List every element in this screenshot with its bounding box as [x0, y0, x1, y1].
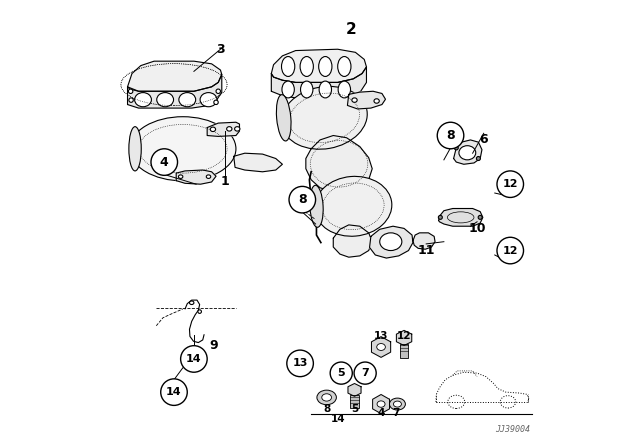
Text: 14: 14 [166, 387, 182, 397]
Ellipse shape [310, 185, 323, 227]
Text: 10: 10 [468, 222, 486, 235]
Text: 8: 8 [446, 129, 455, 142]
Text: 9: 9 [209, 339, 218, 352]
Text: 7: 7 [392, 409, 400, 418]
Ellipse shape [380, 233, 402, 250]
Polygon shape [271, 49, 367, 82]
Ellipse shape [300, 56, 314, 77]
Polygon shape [306, 135, 372, 192]
Circle shape [354, 362, 376, 384]
FancyBboxPatch shape [350, 395, 359, 408]
Ellipse shape [319, 56, 332, 77]
Polygon shape [348, 383, 361, 396]
Ellipse shape [454, 146, 458, 150]
Ellipse shape [377, 401, 385, 407]
Text: 3: 3 [216, 43, 225, 56]
Ellipse shape [235, 127, 240, 131]
Ellipse shape [206, 175, 211, 178]
Ellipse shape [314, 177, 392, 236]
Ellipse shape [338, 81, 351, 98]
Polygon shape [127, 61, 222, 91]
Text: 8: 8 [298, 193, 307, 206]
Ellipse shape [478, 215, 482, 220]
Polygon shape [369, 226, 413, 258]
Circle shape [161, 379, 188, 405]
Circle shape [151, 149, 177, 175]
Circle shape [287, 350, 314, 377]
Text: 12: 12 [502, 179, 518, 189]
Ellipse shape [282, 81, 294, 98]
Ellipse shape [301, 81, 313, 98]
Ellipse shape [476, 156, 481, 160]
Ellipse shape [179, 175, 183, 178]
Polygon shape [438, 208, 483, 226]
Ellipse shape [438, 215, 442, 220]
Ellipse shape [338, 56, 351, 77]
Circle shape [180, 346, 207, 372]
Text: 14: 14 [330, 414, 345, 424]
Text: 14: 14 [186, 354, 202, 364]
Text: 6: 6 [479, 134, 488, 146]
Ellipse shape [214, 100, 218, 104]
Polygon shape [372, 395, 390, 414]
Circle shape [497, 237, 524, 264]
Ellipse shape [200, 93, 217, 107]
Ellipse shape [134, 93, 152, 107]
Ellipse shape [317, 390, 337, 405]
Polygon shape [234, 153, 282, 172]
Ellipse shape [377, 344, 385, 350]
Polygon shape [348, 91, 385, 109]
Text: 5: 5 [351, 404, 358, 414]
Text: 12: 12 [502, 246, 518, 255]
Ellipse shape [390, 398, 405, 410]
Ellipse shape [129, 127, 141, 171]
Text: JJ39004: JJ39004 [495, 425, 530, 434]
FancyBboxPatch shape [399, 344, 408, 358]
Ellipse shape [198, 310, 202, 313]
Text: 5: 5 [337, 368, 345, 378]
Ellipse shape [322, 394, 332, 401]
Ellipse shape [211, 127, 216, 132]
Ellipse shape [459, 146, 476, 160]
Text: 12: 12 [397, 331, 412, 341]
Ellipse shape [157, 93, 173, 107]
Ellipse shape [129, 98, 133, 102]
Polygon shape [333, 225, 372, 257]
Polygon shape [207, 122, 239, 136]
Text: 13: 13 [374, 331, 388, 341]
Ellipse shape [130, 117, 236, 181]
Polygon shape [271, 67, 367, 98]
Text: 13: 13 [292, 358, 308, 368]
Text: 8: 8 [323, 404, 330, 414]
Text: 1: 1 [221, 176, 229, 189]
Circle shape [330, 362, 352, 384]
Ellipse shape [189, 301, 194, 305]
Ellipse shape [282, 86, 367, 149]
Text: 4: 4 [160, 155, 168, 168]
Polygon shape [413, 233, 435, 249]
Text: 11: 11 [417, 244, 435, 257]
Ellipse shape [276, 95, 291, 141]
Circle shape [289, 186, 316, 213]
Circle shape [497, 171, 524, 198]
Ellipse shape [394, 401, 401, 407]
Ellipse shape [227, 127, 232, 131]
Polygon shape [127, 74, 222, 108]
Circle shape [437, 122, 464, 149]
Ellipse shape [179, 93, 196, 107]
Ellipse shape [216, 89, 220, 94]
Text: 4: 4 [378, 409, 385, 418]
Text: 7: 7 [361, 368, 369, 378]
Ellipse shape [319, 81, 332, 98]
Ellipse shape [129, 89, 133, 94]
Ellipse shape [282, 56, 295, 77]
Ellipse shape [374, 99, 380, 103]
Polygon shape [396, 331, 412, 345]
Polygon shape [454, 140, 482, 164]
Polygon shape [371, 336, 390, 358]
Polygon shape [176, 170, 216, 184]
Ellipse shape [352, 98, 357, 102]
Text: 2: 2 [346, 22, 356, 37]
